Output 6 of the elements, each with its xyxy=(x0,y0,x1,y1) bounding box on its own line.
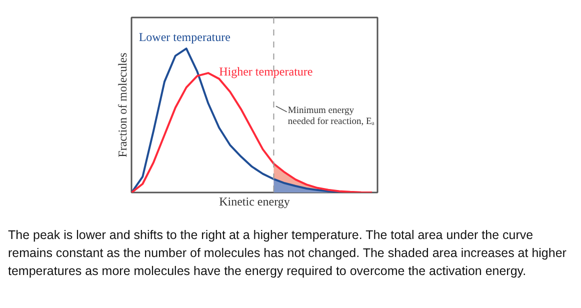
x-axis-title: Kinetic energy xyxy=(219,194,290,208)
series-label: Higher temperature xyxy=(219,64,313,79)
annotation: Minimum energy needed for reaction, Eₐ xyxy=(288,106,375,128)
y-axis-title: Fraction of molecules xyxy=(116,52,130,158)
text: The peak is lower and shifts to the right at a higher temperature. The total area under the curve remains constant as the number of molecules has not changed. The shaded area increases at higher temperatures as more molecules have the energy required to overcome the activation energy. xyxy=(8,227,568,280)
series-label: Lower temperature xyxy=(138,30,230,44)
